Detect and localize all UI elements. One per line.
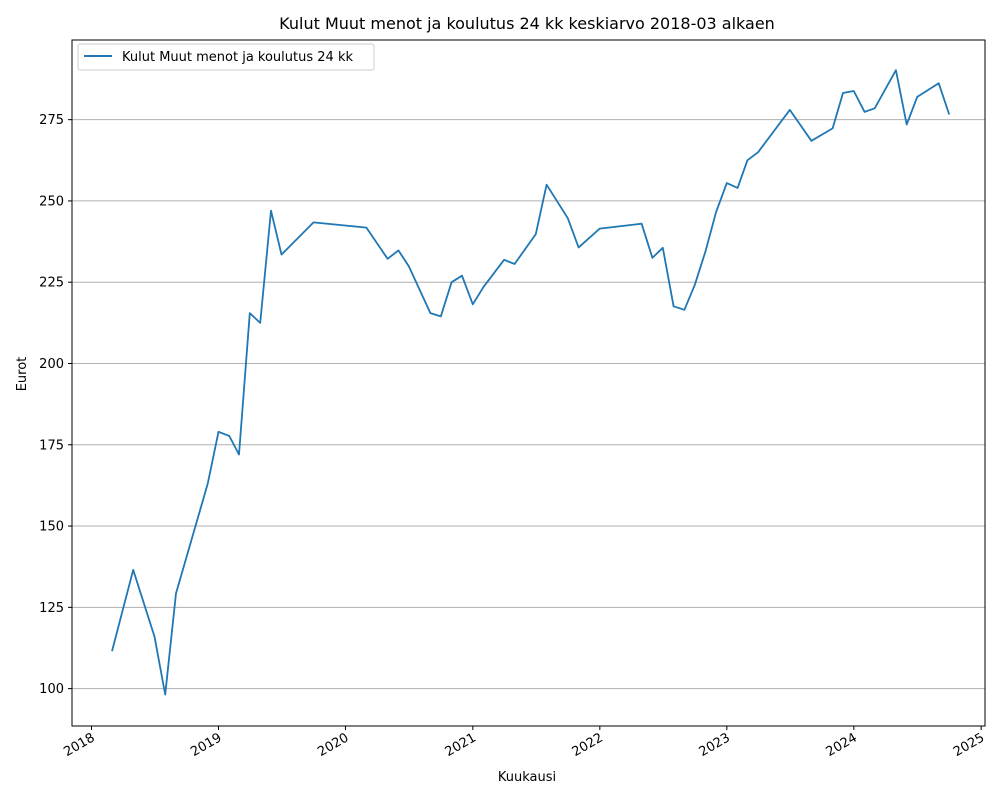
y-axis: 100 125 150 175 200 225 250 275 (39, 113, 72, 697)
series-line-0 (111, 69, 951, 696)
y-tick-label: 175 (39, 438, 64, 453)
legend-label: Kulut Muut menot ja koulutus 24 kk (122, 50, 353, 65)
y-tick-label: 275 (39, 113, 64, 128)
y-axis-label: Eurot (15, 357, 30, 392)
y-gridlines (72, 119, 985, 690)
y-tick-label: 100 (39, 682, 64, 697)
series-layer (111, 69, 951, 696)
y-tick-label: 225 (39, 276, 64, 291)
y-tick-label: 200 (39, 357, 64, 372)
legend: Kulut Muut menot ja koulutus 24 kk (77, 43, 375, 71)
y-tick-label: 150 (39, 520, 64, 535)
y-tick-label: 125 (39, 601, 64, 616)
plot-area-frame (71, 39, 986, 727)
legend-box (77, 43, 375, 71)
y-tick-label: 250 (39, 194, 64, 209)
x-axis-label: Kuukausi (498, 770, 556, 785)
chart-title: Kulut Muut menot ja koulutus 24 kk keski… (279, 14, 775, 33)
